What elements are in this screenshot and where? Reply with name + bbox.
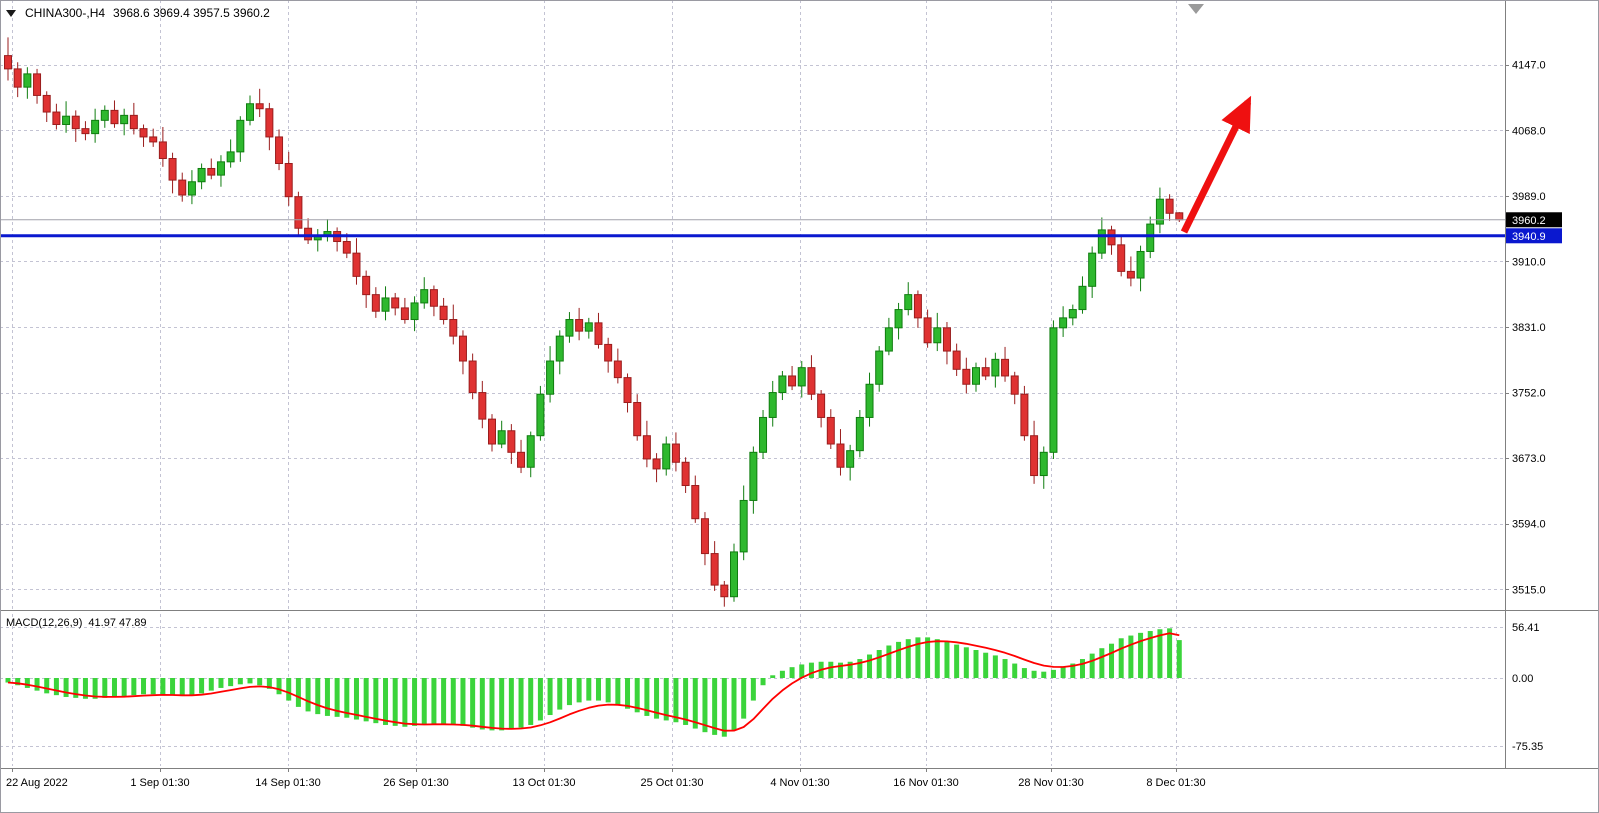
svg-text:14 Sep 01:30: 14 Sep 01:30 bbox=[255, 777, 320, 789]
pane-borders bbox=[0, 0, 1599, 769]
macd-signal-line bbox=[7, 632, 1180, 732]
svg-text:28 Nov 01:30: 28 Nov 01:30 bbox=[1018, 777, 1083, 789]
svg-text:25 Oct 01:30: 25 Oct 01:30 bbox=[641, 777, 704, 789]
svg-text:3673.0: 3673.0 bbox=[1512, 453, 1546, 465]
svg-text:-75.35: -75.35 bbox=[1512, 741, 1543, 753]
macd-name: MACD(12,26,9) bbox=[6, 617, 83, 629]
time-axis[interactable]: 22 Aug 2022 1 Sep 01:30 14 Sep 01:30 26 Sep… bbox=[6, 777, 1206, 789]
candlesticks bbox=[4, 37, 1184, 607]
chart-header: CHINA300-,H4 3968.6 3969.4 3957.5 3960.2 bbox=[6, 6, 270, 20]
quote-ohlc-label: 3968.6 3969.4 3957.5 3960.2 bbox=[113, 6, 270, 20]
price-axis[interactable]: 4147.0 4068.0 3989.0 3910.0 3831.0 3752.0 3673… bbox=[1512, 60, 1546, 753]
svg-text:3515.0: 3515.0 bbox=[1512, 584, 1546, 596]
svg-text:4 Nov 01:30: 4 Nov 01:30 bbox=[770, 777, 829, 789]
svg-text:1 Sep 01:30: 1 Sep 01:30 bbox=[130, 777, 189, 789]
svg-text:26 Sep 01:30: 26 Sep 01:30 bbox=[383, 777, 448, 789]
svg-text:3910.0: 3910.0 bbox=[1512, 256, 1546, 268]
triangle-down-icon bbox=[6, 9, 16, 17]
svg-text:4068.0: 4068.0 bbox=[1512, 125, 1546, 137]
svg-text:3940.9: 3940.9 bbox=[1512, 231, 1546, 243]
bid-price-tag: 3960.2 bbox=[1506, 212, 1562, 228]
svg-text:16 Nov 01:30: 16 Nov 01:30 bbox=[893, 777, 958, 789]
svg-text:56.41: 56.41 bbox=[1512, 622, 1540, 634]
macd-histogram bbox=[5, 628, 1182, 737]
chart-shift-marker-icon[interactable] bbox=[1188, 4, 1204, 14]
svg-text:3960.2: 3960.2 bbox=[1512, 215, 1546, 227]
macd-indicator-label: MACD(12,26,9) 41.97 47.89 bbox=[6, 617, 147, 629]
svg-text:0.00: 0.00 bbox=[1512, 673, 1533, 685]
svg-text:13 Oct 01:30: 13 Oct 01:30 bbox=[513, 777, 576, 789]
svg-text:22 Aug 2022: 22 Aug 2022 bbox=[6, 777, 68, 789]
symbol-period-label: CHINA300-,H4 bbox=[25, 6, 106, 20]
svg-text:3989.0: 3989.0 bbox=[1512, 191, 1546, 203]
svg-text:8 Dec 01:30: 8 Dec 01:30 bbox=[1146, 777, 1205, 789]
axis-ticks bbox=[12, 65, 1509, 772]
svg-text:3831.0: 3831.0 bbox=[1512, 322, 1546, 334]
macd-values: 41.97 47.89 bbox=[88, 617, 147, 629]
trend-arrow[interactable] bbox=[1180, 95, 1252, 234]
svg-text:3752.0: 3752.0 bbox=[1512, 388, 1546, 400]
svg-text:3594.0: 3594.0 bbox=[1512, 519, 1546, 531]
support-price-tag: 3940.9 bbox=[1506, 228, 1562, 244]
svg-text:4147.0: 4147.0 bbox=[1512, 60, 1546, 72]
